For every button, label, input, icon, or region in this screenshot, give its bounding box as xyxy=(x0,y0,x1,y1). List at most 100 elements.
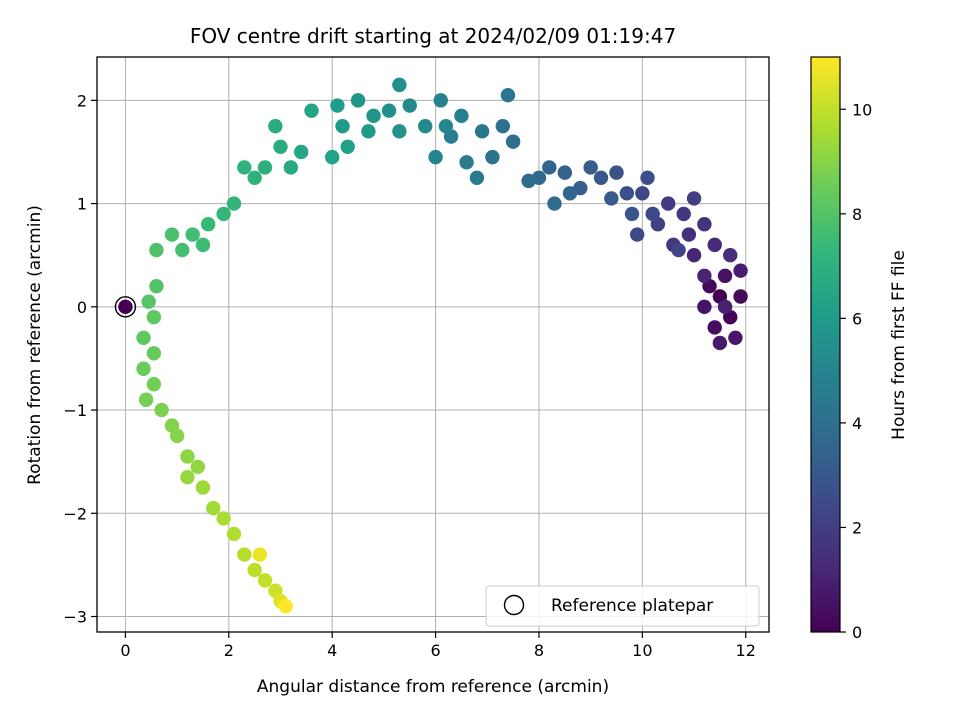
y-tick-label: −2 xyxy=(63,504,87,523)
data-point xyxy=(604,191,619,206)
data-point xyxy=(402,98,417,113)
data-point xyxy=(609,165,624,180)
y-tick-label: 2 xyxy=(77,91,87,110)
data-point xyxy=(707,320,722,335)
data-point xyxy=(557,165,573,180)
data-point xyxy=(293,144,309,160)
data-point xyxy=(141,294,156,309)
data-point xyxy=(136,330,151,345)
data-point xyxy=(257,573,273,588)
data-point xyxy=(149,242,164,258)
colorbar-tick-label: 6 xyxy=(852,309,862,328)
data-point xyxy=(454,108,469,124)
x-tick-label: 12 xyxy=(736,641,756,660)
data-point xyxy=(278,598,293,614)
reference-point-marker xyxy=(114,296,137,318)
data-point xyxy=(330,98,345,113)
colorbar-tick-label: 10 xyxy=(852,100,872,119)
colorbar-ticks: 0 2 4 6 8 10 xyxy=(840,100,872,642)
data-point xyxy=(459,155,474,170)
chart-title: FOV centre drift starting at 2024/02/09 … xyxy=(190,24,676,48)
colorbar-tick-label: 0 xyxy=(852,623,862,642)
data-point xyxy=(733,263,748,278)
data-point xyxy=(542,160,557,175)
data-point xyxy=(418,118,433,134)
data-point xyxy=(723,248,738,263)
data-point xyxy=(226,526,242,542)
data-point xyxy=(138,392,154,407)
data-point xyxy=(247,562,262,578)
x-axis-label: Angular distance from reference (arcmin) xyxy=(257,677,609,697)
colorbar-label: Hours from first FF file xyxy=(889,250,909,440)
data-point xyxy=(676,206,691,222)
data-point xyxy=(645,206,660,222)
data-point xyxy=(469,170,485,185)
data-point xyxy=(268,118,283,134)
data-point xyxy=(392,124,407,139)
data-point xyxy=(146,309,162,325)
data-point xyxy=(185,227,200,242)
colorbar-tick-label: 2 xyxy=(852,518,862,537)
x-tick-label: 10 xyxy=(632,641,652,660)
data-point xyxy=(428,149,443,165)
y-tick-label: 1 xyxy=(77,195,87,214)
data-point xyxy=(146,346,162,361)
data-point xyxy=(175,242,190,258)
colorbar: 0 2 4 6 8 10 Hours from first FF file xyxy=(810,56,909,642)
data-point xyxy=(686,191,702,206)
reference-layer xyxy=(114,296,137,318)
data-point xyxy=(733,289,748,304)
data-point xyxy=(237,547,252,562)
y-axis-label: Rotation from reference (arcmin) xyxy=(25,205,45,485)
data-point xyxy=(505,134,521,149)
data-point xyxy=(216,511,231,526)
data-point xyxy=(635,186,650,201)
data-point xyxy=(686,248,702,263)
data-point xyxy=(521,173,536,189)
colorbar-gradient xyxy=(810,56,841,633)
data-point xyxy=(717,299,733,315)
data-point xyxy=(366,108,381,124)
data-point xyxy=(180,469,195,485)
data-point xyxy=(640,170,655,185)
data-point xyxy=(671,242,686,258)
legend-label: Reference platepar xyxy=(551,596,713,616)
data-point xyxy=(252,547,268,562)
data-point xyxy=(136,361,151,376)
data-points xyxy=(136,77,748,614)
data-point xyxy=(226,196,242,211)
data-point xyxy=(247,170,262,185)
data-point xyxy=(438,118,454,134)
data-point xyxy=(681,227,697,242)
data-point xyxy=(433,93,448,108)
data-point xyxy=(340,139,355,155)
data-point xyxy=(283,160,299,175)
legend-marker xyxy=(503,594,525,616)
data-point xyxy=(273,139,288,155)
data-point xyxy=(350,93,366,108)
data-point xyxy=(381,103,397,118)
data-point xyxy=(335,118,350,134)
x-tick-label: 4 xyxy=(327,641,337,660)
data-point xyxy=(200,217,216,232)
data-point xyxy=(304,103,319,118)
colorbar-tick-label: 4 xyxy=(852,414,862,433)
data-point xyxy=(629,227,645,242)
data-point xyxy=(619,186,635,201)
data-point xyxy=(257,160,273,175)
data-point xyxy=(593,170,609,185)
x-tick-label: 0 xyxy=(120,641,130,660)
colorbar-tick-label: 8 xyxy=(852,205,862,224)
data-point xyxy=(392,77,407,93)
axes-frame xyxy=(96,56,770,633)
data-point xyxy=(190,459,205,475)
data-point xyxy=(474,124,490,139)
y-tick-label: −1 xyxy=(63,401,87,420)
data-point xyxy=(325,149,340,165)
data-point xyxy=(169,428,185,444)
data-point xyxy=(237,160,252,175)
